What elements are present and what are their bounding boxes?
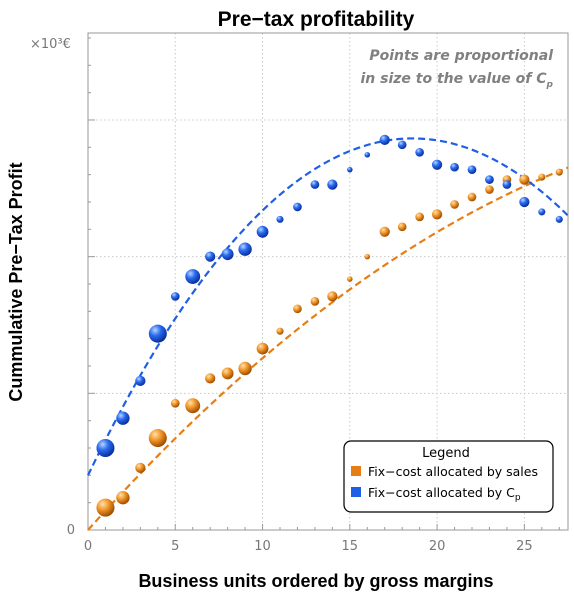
point-s0-5 (185, 398, 201, 414)
y-unit-label: ×10³€ (30, 37, 71, 52)
point-s1-4 (170, 292, 180, 301)
point-s1-2 (135, 375, 146, 387)
point-s0-4 (170, 398, 180, 408)
plot-frame (87, 32, 569, 531)
x-tick-label-25: 25 (516, 539, 533, 554)
point-s1-17 (397, 140, 407, 150)
point-s0-0 (96, 498, 115, 517)
point-s1-13 (327, 179, 338, 190)
point-s0-7 (221, 367, 234, 380)
point-s1-24 (519, 196, 530, 208)
point-s1-3 (148, 324, 167, 343)
point-s0-3 (148, 429, 167, 448)
point-s0-2 (135, 462, 146, 473)
point-s1-23 (502, 180, 512, 189)
legend-swatch-blue (351, 487, 361, 497)
point-s1-22 (485, 175, 494, 184)
point-s0-24 (519, 174, 530, 185)
point-s0-20 (450, 200, 459, 209)
legend-swatch-orange (351, 466, 361, 476)
point-s0-19 (431, 209, 443, 220)
point-s0-13 (327, 291, 338, 302)
annotation: Points are proportional in size to the v… (360, 48, 553, 90)
legend-box (343, 440, 554, 513)
point-s1-11 (293, 202, 302, 212)
point-s0-17 (397, 222, 407, 232)
legend: Legend Fix−cost allocated by sales Fix−c… (343, 440, 554, 513)
point-s1-5 (185, 269, 201, 284)
annotation-line-2-text: in size to the value of C (360, 71, 547, 87)
point-s1-10 (276, 215, 284, 223)
x-axis-title: Business units ordered by gross margins (138, 571, 493, 591)
legend-label-cp: Fix−cost allocated by Cp (368, 485, 521, 503)
x-tick-label-0: 0 (84, 539, 92, 554)
legend-label-sales: Fix−cost allocated by sales (368, 464, 538, 479)
y-axis-title: Cummulative Pre−Tax Profit (6, 162, 26, 401)
point-s1-0 (96, 438, 115, 458)
point-s0-12 (310, 297, 320, 306)
point-s1-7 (221, 248, 234, 261)
point-s0-26 (555, 168, 563, 176)
x-tick-label-15: 15 (342, 539, 359, 554)
point-s1-20 (450, 162, 459, 172)
point-s1-12 (310, 180, 320, 189)
point-s1-8 (238, 242, 252, 256)
point-s0-22 (485, 185, 494, 194)
annotation-line-1: Points are proportional (369, 48, 553, 64)
y-axis-ticks (88, 37, 95, 504)
legend-label-sales-text: Fix−cost allocated by sales (368, 464, 538, 479)
fit-line-0 (87, 166, 569, 531)
point-s0-11 (293, 304, 302, 314)
point-s0-25 (538, 173, 546, 181)
data-points (96, 134, 563, 517)
point-s1-19 (431, 159, 443, 170)
annotation-line-2-sub: p (546, 80, 554, 90)
fit-line-1 (87, 137, 569, 476)
point-s0-18 (415, 212, 424, 222)
point-s0-1 (116, 491, 130, 505)
point-s0-16 (379, 226, 390, 237)
x-axis-ticks: 0 5 10 15 20 25 (84, 524, 560, 554)
point-s1-18 (415, 147, 424, 157)
point-s0-15 (364, 253, 371, 260)
point-s1-9 (256, 225, 269, 238)
point-s1-16 (379, 134, 390, 145)
point-s1-14 (347, 166, 353, 173)
point-s0-8 (238, 361, 252, 376)
x-tick-label-10: 10 (254, 539, 271, 554)
fit-lines (87, 137, 569, 531)
x-tick-label-20: 20 (429, 539, 446, 554)
point-s1-26 (555, 215, 563, 223)
legend-label-cp-sub: p (515, 493, 521, 503)
point-s1-15 (364, 151, 371, 158)
annotation-line-2: in size to the value of Cp (360, 71, 553, 90)
point-s1-1 (116, 411, 130, 425)
point-s0-9 (256, 342, 269, 355)
point-s1-25 (538, 208, 546, 216)
point-s0-21 (467, 192, 477, 202)
point-s1-6 (205, 251, 216, 262)
point-s0-10 (276, 327, 284, 335)
point-s1-21 (467, 165, 477, 175)
legend-label-cp-text: Fix−cost allocated by C (368, 485, 515, 500)
chart-title: Pre−tax profitability (218, 8, 415, 31)
x-tick-label-5: 5 (171, 539, 179, 554)
point-s0-14 (347, 276, 353, 282)
y-tick-label-0: 0 (67, 523, 75, 538)
point-s0-6 (205, 373, 216, 384)
legend-title: Legend (422, 446, 470, 461)
